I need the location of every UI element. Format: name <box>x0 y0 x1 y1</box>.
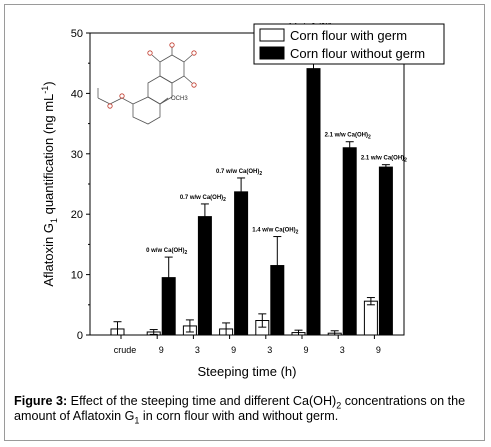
structure-bond <box>183 75 193 84</box>
ca-oh2-annotation: 1.4 w/w Ca(OH)2 <box>252 228 298 236</box>
structure-oxygen-atom <box>169 42 175 48</box>
x-tick-label: 9 <box>376 345 381 355</box>
ca-oh2-annotation: 0 w/w Ca(OH)2 <box>146 248 187 256</box>
bar-with-germ <box>363 300 378 336</box>
y-axis-title-superscript: 1 <box>49 218 59 223</box>
annotation-subscript: 2 <box>223 197 226 203</box>
annotation-subscript: 2 <box>368 135 371 141</box>
x-axis-title: Steeping time (h) <box>198 364 297 379</box>
caption-text: in corn flour with and without germ. <box>139 409 339 423</box>
x-tick-label: crude <box>114 345 137 355</box>
caption-text: Effect of the steeping time and differen… <box>67 394 337 408</box>
structure-bond <box>159 97 169 105</box>
structure-bond <box>121 97 134 105</box>
annotation-subscript: 2 <box>296 230 299 236</box>
structure-oxygen-atom <box>107 103 113 109</box>
figure-caption: Figure 3: Effect of the steeping time an… <box>14 394 476 426</box>
legend-label: Corn flour without germ <box>290 46 425 61</box>
legend-swatch-without-germ <box>259 46 285 60</box>
annotation-subscript: 2 <box>404 158 407 164</box>
bar-without-germ <box>197 216 212 336</box>
y-axis-title-part: quantification (ng mL <box>41 94 56 218</box>
x-tick-label: 3 <box>195 345 200 355</box>
x-tick-label: 3 <box>267 345 272 355</box>
x-tick-label: 9 <box>303 345 308 355</box>
chemical-structure <box>97 42 197 125</box>
structure-ring-bottom <box>132 96 161 125</box>
caption-label: Figure 3: <box>14 394 68 408</box>
structure-bond <box>109 97 123 105</box>
y-tick-label: 30 <box>71 149 83 161</box>
ca-oh2-annotation: 0.7 w/w Ca(OH)2 <box>180 195 226 203</box>
legend-label: Corn flour with germ <box>290 28 407 43</box>
x-tick-label: 3 <box>340 345 345 355</box>
y-axis-title-superscript: -1 <box>40 86 50 94</box>
caption-subscript: 2 <box>336 400 342 411</box>
structure-bond <box>183 54 193 63</box>
caption-text: concentrations on the amount of Aflatoxi… <box>14 394 466 423</box>
structure-oxygen-atom <box>191 50 197 56</box>
structure-ring-top <box>159 54 185 84</box>
structure-oxygen-atom <box>119 93 125 99</box>
caption-subscript: 1 <box>134 415 140 426</box>
bar-without-germ <box>234 191 249 336</box>
y-axis-title-part: Aflatoxin G <box>41 223 56 287</box>
y-axis-title: Aflatoxin G1 quantification (ng mL-1) <box>40 81 59 286</box>
annotation-subscript: 2 <box>184 250 187 256</box>
legend-swatch-with-germ <box>259 28 285 42</box>
y-tick-label: 20 <box>71 209 83 221</box>
ca-oh2-annotation: 0.7 w/w Ca(OH)2 <box>216 169 262 177</box>
y-tick-label: 40 <box>71 88 83 100</box>
structure-ring-middle <box>147 75 173 105</box>
bar-chart: OCH3 0 10 20 30 40 50 crude 9 3 9 3 9 3 9 0 w/w Ca(OH)… <box>40 23 445 379</box>
structure-oxygen-atom <box>147 50 153 56</box>
annotation-subscript: 2 <box>259 171 262 177</box>
y-axis-title-part: ) <box>41 81 56 85</box>
structure-label: OCH3 <box>171 96 188 102</box>
ca-oh2-annotation: 2.1 w/w Ca(OH)2 <box>361 156 407 164</box>
y-tick-label: 0 <box>77 330 83 342</box>
legend-box <box>253 23 445 65</box>
bar-without-germ <box>378 166 393 336</box>
bar-without-germ <box>342 147 357 336</box>
y-tick-label: 50 <box>71 28 83 40</box>
y-tick-label: 10 <box>71 270 83 282</box>
bar-without-germ <box>306 68 321 336</box>
structure-oxygen-atom <box>191 82 197 88</box>
ca-oh2-annotation: 2.1 w/w Ca(OH)2 <box>325 133 371 141</box>
structure-bond <box>97 97 111 105</box>
structure-bond <box>151 54 161 63</box>
x-tick-label: 9 <box>231 345 236 355</box>
x-tick-label: 9 <box>159 345 164 355</box>
